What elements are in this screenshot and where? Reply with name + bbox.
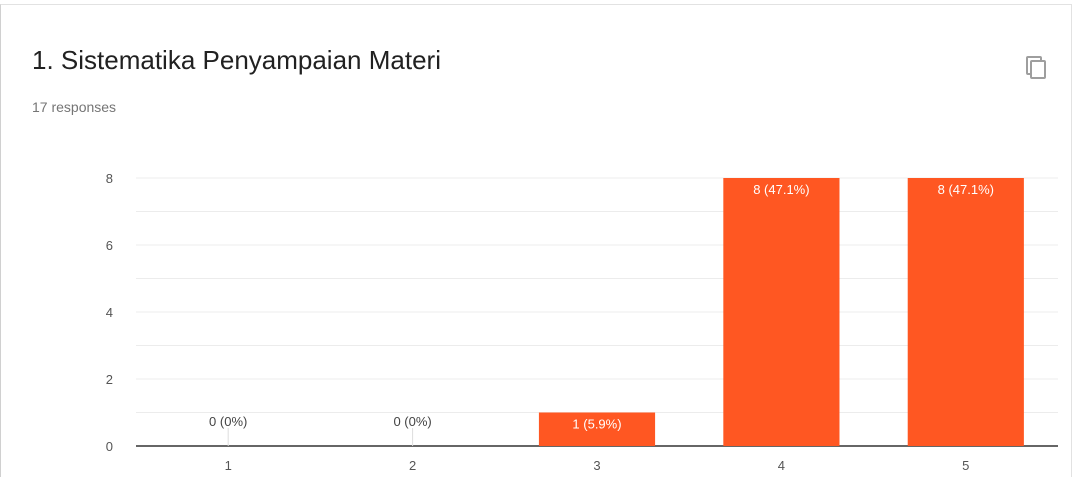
data-label: 1 (5.9%) xyxy=(572,417,621,432)
copy-chart-button[interactable] xyxy=(1019,51,1053,85)
x-tick-label: 1 xyxy=(225,458,232,473)
data-label: 8 (47.1%) xyxy=(938,182,994,197)
bar xyxy=(723,178,840,446)
bar xyxy=(907,178,1024,446)
x-tick-label: 2 xyxy=(409,458,416,473)
y-tick-label: 2 xyxy=(106,372,113,387)
data-label: 8 (47.1%) xyxy=(753,182,809,197)
question-title: 1. Sistematika Penyampaian Materi xyxy=(32,45,441,75)
x-tick-label: 5 xyxy=(962,458,969,473)
response-count: 17 responses xyxy=(32,99,117,115)
y-tick-label: 4 xyxy=(106,305,113,320)
y-tick-label: 8 xyxy=(106,171,113,186)
data-label: 0 (0%) xyxy=(209,414,247,429)
y-tick-label: 0 xyxy=(106,439,113,454)
x-tick-label: 4 xyxy=(778,458,785,473)
y-tick-label: 6 xyxy=(106,238,113,253)
bar xyxy=(538,412,656,446)
x-tick-label: 3 xyxy=(593,458,600,473)
copy-icon xyxy=(1026,56,1046,79)
data-label: 0 (0%) xyxy=(393,414,431,429)
question-card: 1. Sistematika Penyampaian Materi 17 res… xyxy=(0,4,1072,477)
